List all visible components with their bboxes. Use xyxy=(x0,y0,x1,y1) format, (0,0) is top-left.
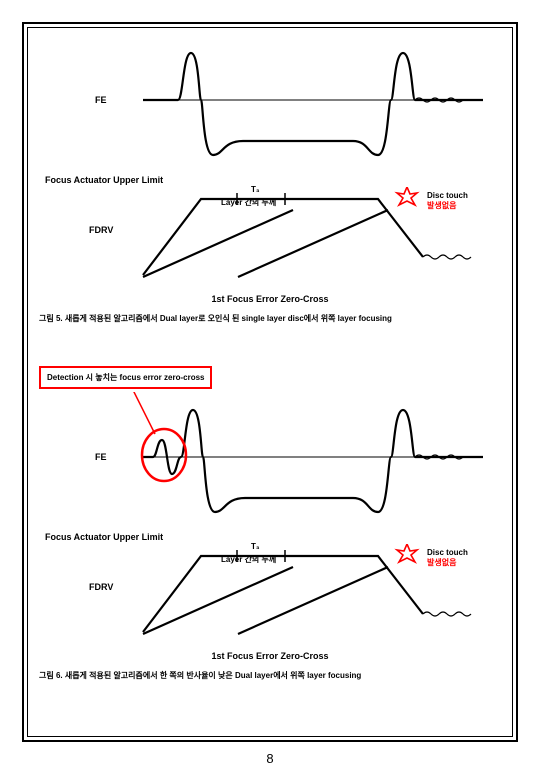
fig5-fe-label: FE xyxy=(95,95,107,105)
fig5-fdrv-label: FDRV xyxy=(89,225,113,235)
fig5-zerocross-caption: 1st Focus Error Zero-Cross xyxy=(33,290,507,310)
fig5-t3-label: T₃ xyxy=(251,185,260,194)
fig5-disc-touch-text: Disc touch 발생없음 xyxy=(427,191,468,211)
fig6-disc-touch-text: Disc touch 발생없음 xyxy=(427,548,468,568)
fig5-disc-touch-line1: Disc touch xyxy=(427,191,468,200)
fig6-zerocross-caption: 1st Focus Error Zero-Cross xyxy=(33,647,507,667)
fig6-disc-touch-line2: 발생없음 xyxy=(427,558,456,567)
fig6-fdrv-label: FDRV xyxy=(89,582,113,592)
figure-5: FE Focus Actuator Upper Limit T₃ Layer 간 xyxy=(33,35,507,280)
fig6-disc-touch-line1: Disc touch xyxy=(427,548,468,557)
fig5-limit-label: Focus Actuator Upper Limit xyxy=(45,175,163,185)
fig6-callout-box: Detection 시 놓치는 focus error zero-cross xyxy=(39,366,212,389)
fig6-layergap-label: Layer 간의 두께 xyxy=(221,554,276,565)
fig6-fe-label: FE xyxy=(95,452,107,462)
fig5-caption: 그림 5. 새롭게 적용된 알고리즘에서 Dual layer로 오인식 된 s… xyxy=(33,310,507,338)
fig5-disc-touch-line2: 발생없음 xyxy=(427,201,456,210)
fig6-t3-label: T₃ xyxy=(251,542,260,551)
fig5-layergap-label: Layer 간의 두께 xyxy=(221,197,276,208)
fig6-limit-label: Focus Actuator Upper Limit xyxy=(45,532,163,542)
fig6-caption: 그림 6. 새롭게 적용된 알고리즘에서 한 쪽의 반사율이 낮은 Dual l… xyxy=(33,667,507,695)
figure-6: FE Focus Actuator Upper Limit T₃ Layer 간… xyxy=(33,392,507,637)
page-number: 8 xyxy=(0,751,540,766)
page-content: FE Focus Actuator Upper Limit T₃ Layer 간 xyxy=(33,35,507,730)
